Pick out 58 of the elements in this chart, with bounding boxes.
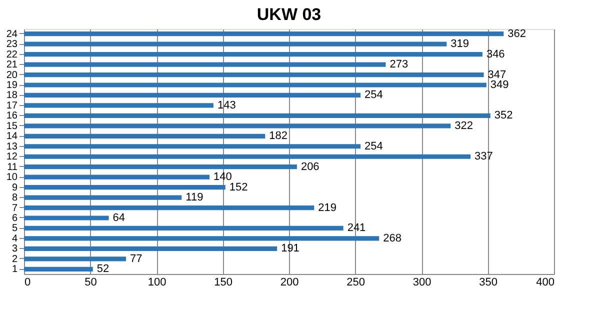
y-tick-label: 13 <box>6 141 18 152</box>
data-label: 319 <box>450 38 470 50</box>
y-tick-label: 14 <box>6 131 18 142</box>
y-tick-label: 21 <box>6 60 18 71</box>
data-label: 206 <box>300 160 320 173</box>
data-label: 119 <box>186 192 204 204</box>
y-tick-label: 18 <box>6 90 18 102</box>
y-tick-label: 8 <box>12 192 18 204</box>
x-tick-label: 300 <box>412 276 432 288</box>
data-label: 182 <box>269 130 288 142</box>
y-tick-label: 11 <box>7 162 18 173</box>
y-tick-label: 3 <box>12 244 18 255</box>
y-tick-label: 15 <box>6 120 18 132</box>
x-tick-label: 50 <box>84 276 97 288</box>
data-label: 143 <box>217 99 236 112</box>
y-tick-label: 2 <box>12 254 18 265</box>
x-tick-label: 150 <box>214 276 232 288</box>
data-label: 268 <box>383 232 402 244</box>
y-tick-label: 1 <box>12 264 18 276</box>
data-label: 152 <box>229 181 248 194</box>
data-label: 322 <box>454 120 474 132</box>
data-label: 337 <box>474 150 493 163</box>
y-tick-label: 6 <box>12 212 18 224</box>
x-tick-label: 350 <box>479 276 498 288</box>
x-tick-label: 100 <box>148 276 166 288</box>
y-tick-label: 9 <box>12 182 18 194</box>
data-label: 352 <box>494 110 513 122</box>
y-tick-label: 24 <box>6 28 18 40</box>
y-tick-label: 10 <box>6 172 18 184</box>
data-label: 140 <box>214 171 232 184</box>
chart-title: UKW 03 <box>256 4 322 24</box>
data-label: 346 <box>486 48 505 60</box>
y-tick-label: 5 <box>12 223 18 234</box>
x-tick-label: 200 <box>280 276 299 288</box>
data-label: 64 <box>112 212 126 224</box>
data-label: 254 <box>364 89 383 102</box>
y-tick-label: 23 <box>6 39 18 50</box>
data-label: 219 <box>318 202 337 214</box>
y-tick-label: 17 <box>6 100 18 112</box>
y-tick-label: 4 <box>12 233 18 244</box>
x-tick-label: 250 <box>346 276 365 288</box>
data-label: 77 <box>130 252 142 265</box>
x-tick-label: 400 <box>536 276 554 288</box>
x-tick-label: 0 <box>24 276 31 288</box>
y-tick-label: 19 <box>6 80 18 92</box>
data-label: 273 <box>390 58 408 71</box>
y-tick-label: 7 <box>12 202 18 214</box>
data-label: 347 <box>488 68 506 81</box>
y-tick-label: 20 <box>6 70 18 81</box>
y-tick-label: 16 <box>6 110 18 122</box>
data-label: 349 <box>490 79 509 92</box>
data-label: 52 <box>96 263 110 276</box>
data-label: 254 <box>364 140 383 152</box>
y-tick-label: 12 <box>6 152 18 163</box>
data-label: 241 <box>347 222 366 234</box>
y-tick-label: 22 <box>6 49 18 60</box>
data-label: 191 <box>281 242 300 255</box>
data-label: 362 <box>508 28 526 40</box>
